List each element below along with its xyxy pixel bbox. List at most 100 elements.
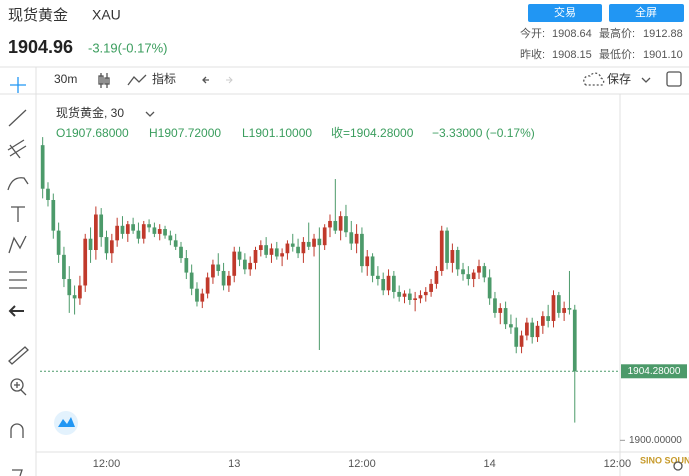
interval[interactable]: 30m: [54, 72, 77, 86]
candle-body: [258, 245, 263, 250]
candle-body: [360, 233, 364, 267]
x-tick-label: 13: [228, 458, 240, 470]
cloud-icon[interactable]: [583, 72, 605, 86]
candle-body: [540, 316, 545, 326]
candle-body: [56, 230, 61, 255]
candle-body: [381, 279, 386, 291]
candle-body: [312, 238, 316, 247]
candle-body: [189, 272, 194, 289]
prediction-tool[interactable]: [9, 271, 27, 289]
candle-body: [402, 293, 407, 297]
candle-body: [423, 291, 428, 296]
back-tool[interactable]: [8, 305, 24, 317]
candle-body: [530, 322, 535, 338]
candle-body: [205, 277, 210, 294]
candle-body: [546, 316, 551, 321]
legend-open: O1907.68000: [56, 126, 129, 140]
stat-label: 最高价:: [599, 26, 635, 40]
magnet-tool[interactable]: [10, 423, 24, 438]
candle-body: [99, 214, 104, 238]
candle-body: [285, 243, 290, 254]
candle-body: [519, 335, 524, 347]
candle-body: [328, 220, 332, 228]
undo[interactable]: [202, 76, 209, 84]
legend-high: H1907.72000: [149, 126, 221, 140]
candle-body: [72, 295, 77, 299]
candle-body: [131, 224, 135, 231]
stat-label: 今开:: [520, 26, 545, 40]
candle-body: [471, 272, 476, 280]
candle-body: [211, 264, 215, 278]
snapshot[interactable]: [666, 71, 682, 87]
trade-label[interactable]: 交易: [554, 5, 576, 19]
candle-body: [243, 259, 247, 270]
pattern-tool[interactable]: [8, 235, 27, 254]
brush-tool[interactable]: [7, 177, 29, 191]
last-price-label: 1904.28000: [628, 366, 681, 377]
candle-body: [498, 308, 503, 313]
candle-icon[interactable]: [98, 73, 110, 88]
candle-body: [450, 250, 455, 263]
candle-body: [344, 216, 348, 233]
candle-body: [386, 275, 391, 291]
save[interactable]: 保存: [607, 72, 631, 86]
indicator-icon[interactable]: [127, 74, 147, 86]
legend-close: 收=1904.28000: [331, 126, 414, 140]
candle-body: [556, 295, 561, 313]
candle-body: [232, 251, 237, 276]
fullscreen-button[interactable]: [609, 4, 684, 22]
measure-tool[interactable]: [8, 346, 29, 365]
drawing-tools: [7, 77, 29, 476]
candle-body: [46, 188, 50, 200]
legend-name: 现货黄金, 30: [56, 105, 124, 120]
stat-label: 最低价:: [599, 48, 635, 61]
y-tick-label: 1900.00000: [629, 435, 682, 446]
stat-value: 1908.64: [552, 28, 592, 40]
fib-tool[interactable]: [7, 139, 27, 159]
candle-body: [280, 253, 284, 257]
candle-body: [125, 224, 130, 234]
candle-body: [477, 266, 481, 273]
candle-body: [376, 275, 380, 280]
candle-body: [94, 214, 98, 250]
crosshair-tool[interactable]: [10, 77, 26, 93]
symbol: XAU: [92, 7, 121, 23]
candle-body: [333, 220, 338, 231]
last-price-box: [621, 364, 687, 379]
candle-body: [40, 145, 45, 189]
x-tick-label: 12:00: [93, 458, 121, 470]
candle-body: [152, 227, 157, 234]
legend-toggle[interactable]: [145, 111, 155, 117]
save-menu[interactable]: [641, 77, 651, 83]
candle-body: [429, 283, 433, 292]
text-tool[interactable]: [11, 206, 25, 222]
trendline-tool[interactable]: [8, 109, 27, 127]
trade-button[interactable]: [528, 4, 602, 22]
candle-body: [418, 295, 423, 299]
settings[interactable]: [673, 461, 683, 471]
indicators[interactable]: 指标: [152, 71, 176, 86]
candle-body: [253, 250, 258, 263]
candle-body: [445, 230, 449, 263]
x-tick-label: 12:00: [348, 458, 376, 470]
candle-body: [227, 275, 231, 286]
fullscreen-label[interactable]: 全屏: [635, 5, 657, 19]
candle-body: [290, 243, 295, 247]
logo: [54, 411, 78, 435]
candle-body: [200, 293, 205, 302]
candle-body: [317, 238, 322, 246]
candle-body: [503, 308, 508, 325]
candle-body: [455, 250, 460, 270]
candle-body: [163, 229, 167, 236]
redo[interactable]: [226, 76, 233, 84]
candle-body: [535, 325, 540, 338]
candle-body: [78, 285, 82, 299]
candle-body: [296, 246, 300, 254]
candle-body: [567, 308, 572, 310]
candle-body: [322, 227, 327, 246]
candle-body: [136, 230, 141, 239]
change: -3.19(-0.17%): [88, 40, 167, 55]
zoom-tool[interactable]: [14, 382, 27, 396]
candle-body: [173, 240, 178, 247]
lock-tool[interactable]: [12, 469, 23, 476]
